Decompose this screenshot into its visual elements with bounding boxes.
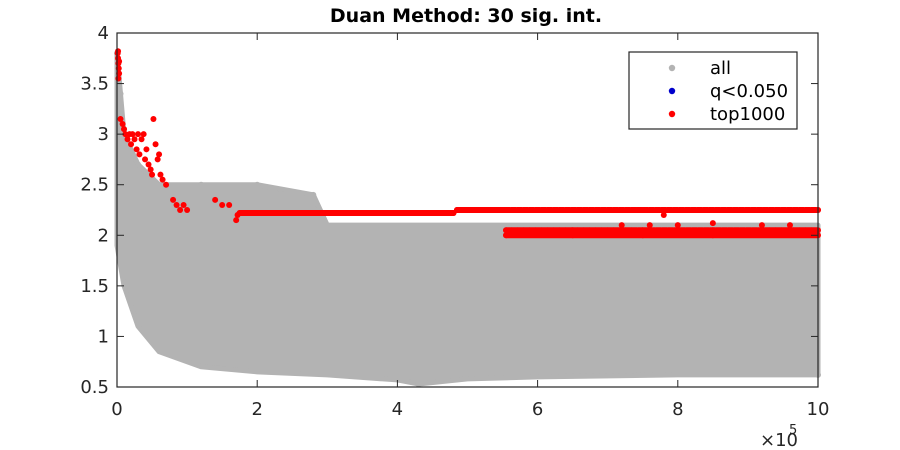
legend-box (628, 51, 798, 130)
top1000-point-25 (147, 166, 154, 173)
top1000-point-14 (128, 141, 135, 148)
all-point-4 (156, 181, 163, 188)
y-axis: 0.5 1 1.5 2 2.5 3 3.5 4 (80, 23, 818, 398)
top1000-point-68 (758, 222, 765, 229)
y-tick-label-0: 0.5 (80, 377, 109, 398)
top1000-point-35 (173, 201, 180, 208)
legend-marker-0 (668, 64, 676, 72)
top1000-point-24 (145, 161, 152, 168)
top1000-point-11 (122, 131, 129, 138)
top1000-point-63 (618, 222, 625, 229)
all-point-5 (198, 181, 205, 188)
top1000-point-29 (154, 156, 161, 163)
all-point-3 (135, 161, 142, 168)
all-point-8 (415, 380, 422, 387)
x-tick-label-0: 0 (111, 399, 122, 420)
legend-label-2: top1000 (710, 104, 785, 125)
y-tick-label-2: 1.5 (80, 276, 109, 297)
all-point-6 (254, 181, 261, 188)
top1000-point-28 (152, 141, 159, 148)
top1000-point-20 (138, 136, 145, 143)
top1000-point-41 (226, 201, 233, 208)
top1000-point-21 (140, 131, 147, 138)
y-tick-label-1: 1 (98, 326, 109, 347)
y-tick-label-6: 3.5 (80, 74, 109, 95)
top1000-point-4 (116, 70, 123, 77)
top1000-point-36 (177, 207, 184, 213)
top1000-point-19 (136, 151, 143, 158)
top1000-point-9 (119, 121, 126, 128)
top1000-point-64 (646, 222, 653, 229)
top1000-point-42 (233, 217, 240, 224)
top1000-point-17 (133, 146, 140, 153)
y-tick-label-5: 3 (98, 124, 109, 145)
all-point-1 (117, 90, 124, 97)
y-tick-label-7: 4 (98, 23, 109, 44)
top1000-point-31 (157, 171, 164, 178)
top1000-point-5 (115, 75, 122, 82)
legend-label-1: q<0.050 (710, 81, 788, 102)
top1000-point-40 (219, 201, 226, 208)
top1000-point-10 (121, 126, 128, 133)
top1000-point-66 (674, 222, 681, 229)
legend-marker-1 (668, 87, 676, 95)
top1000-point-30 (156, 151, 163, 158)
top1000-point-16 (131, 136, 138, 143)
top1000-point-15 (129, 131, 136, 138)
top1000-point-18 (135, 131, 142, 138)
chart-title: Duan Method: 30 sig. int. (330, 5, 602, 27)
x-tick-label-4: 8 (672, 399, 683, 420)
x-multiplier-label: ×10 (760, 430, 798, 450)
top1000-point-38 (184, 207, 191, 213)
top1000-point-34 (170, 196, 177, 203)
x-multiplier: ×10 5 (760, 423, 798, 450)
x-tick-label-3: 6 (532, 399, 543, 420)
top1000-point-67 (709, 220, 716, 227)
plot-frame (116, 32, 819, 388)
x-tick-label-1: 2 (251, 399, 262, 420)
top1000-point-69 (786, 222, 793, 229)
top1000-point-32 (159, 176, 166, 183)
top1000-point-37 (180, 201, 187, 208)
all-point-7 (310, 191, 317, 198)
x-multiplier-exponent: 5 (789, 423, 797, 438)
top1000-point-33 (163, 181, 170, 188)
top1000-series-points (114, 48, 821, 239)
top1000-point-6 (115, 48, 122, 55)
y-tick-label-4: 2.5 (80, 175, 109, 196)
x-axis: 0 2 4 6 8 10 (111, 33, 829, 420)
y-tick-label-3: 2 (98, 225, 109, 246)
x-tick-label-5: 10 (807, 399, 830, 420)
top1000-point-8 (117, 115, 124, 122)
top1000-point-27 (150, 115, 157, 122)
x-tick-label-2: 4 (392, 399, 403, 420)
top1000-point-23 (143, 146, 150, 153)
top1000-point-26 (149, 171, 156, 178)
top1000-point-22 (142, 156, 149, 163)
top1000-point-12 (124, 136, 131, 143)
top1000-point-39 (212, 196, 219, 203)
legend-marker-2 (668, 110, 676, 118)
top1000-point-7 (116, 58, 123, 65)
legend-label-0: all (710, 58, 731, 79)
top1000-point-65 (660, 212, 667, 219)
